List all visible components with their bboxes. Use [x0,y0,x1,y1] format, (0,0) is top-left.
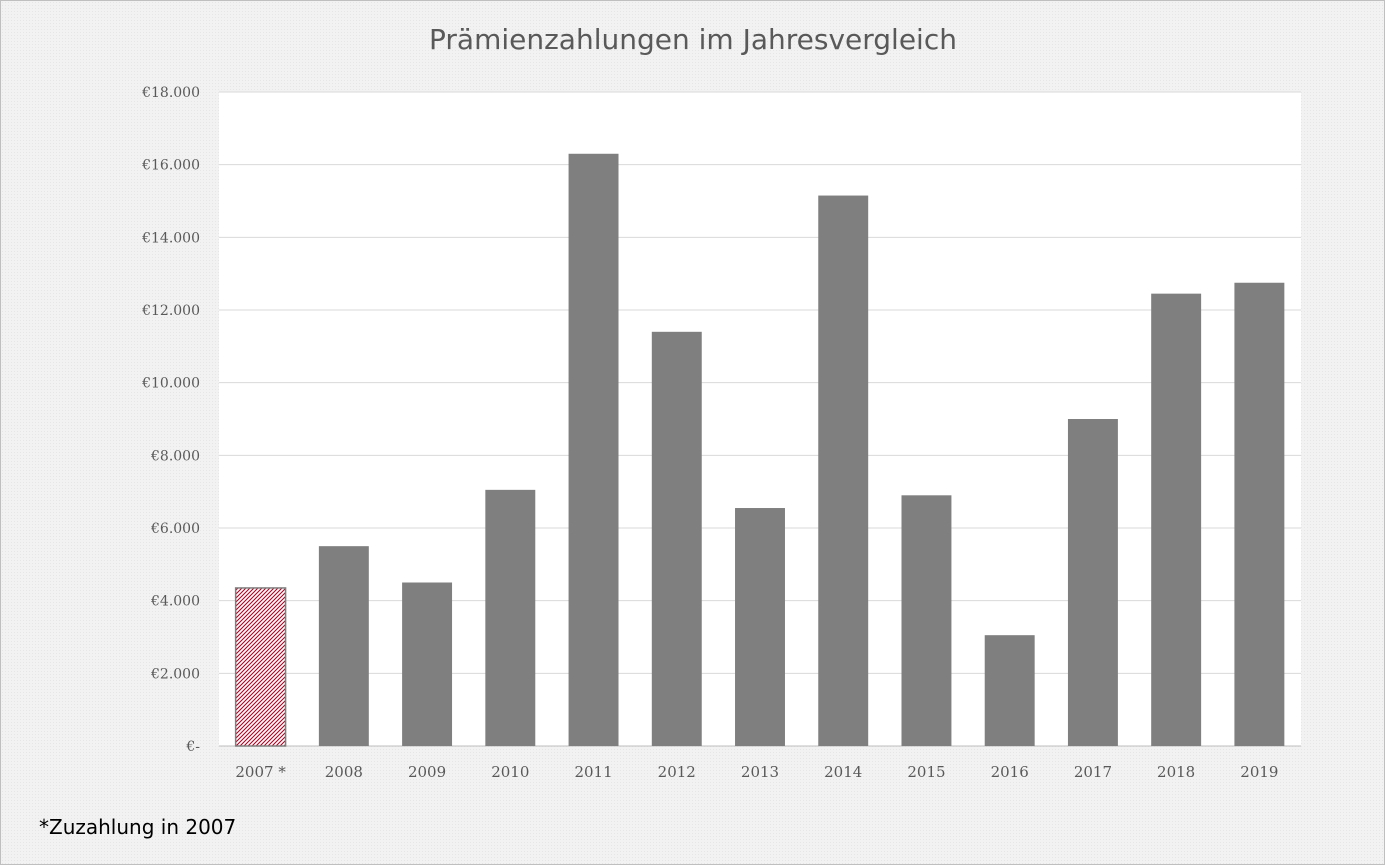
x-tick-label: 2011 [574,763,612,781]
x-tick-label: 2013 [741,763,779,781]
bar-2012 [651,331,702,746]
x-tick-label: 2007 * [235,763,286,781]
y-tick-label: €- [185,739,200,755]
bar-2008 [318,546,369,746]
x-tick-label: 2015 [907,763,945,781]
footnote: *Zuzahlung in 2007 [39,815,237,839]
x-tick-label: 2018 [1157,763,1195,781]
y-tick-label: €4.000 [150,594,200,610]
y-tick-label: €16.000 [141,158,200,174]
x-tick-label: 2017 [1074,763,1112,781]
y-tick-label: €2.000 [150,666,200,682]
bar-2015 [901,495,952,746]
bar-2010 [485,489,536,746]
bars [234,153,1285,747]
bar-2019 [1234,282,1285,746]
bar-2017 [1067,419,1118,746]
bar-2018 [1151,293,1202,746]
y-tick-label: €12.000 [141,303,200,319]
axis-labels: €- €2.000 €4.000 €6.000 €8.000 €10.000 €12.000… [141,85,1278,781]
bar-2009 [402,582,453,746]
y-tick-label: €18.000 [141,85,200,101]
chart-title: Prämienzahlungen im Jahresvergleich [429,23,957,56]
y-tick-label: €14.000 [141,230,200,246]
bar-2007 [234,587,287,747]
bar-2016 [984,635,1035,746]
x-tick-label: 2009 [408,763,446,781]
y-tick-label: €10.000 [141,376,200,392]
x-tick-label: 2012 [658,763,696,781]
x-tick-label: 2008 [325,763,363,781]
bar-2013 [735,508,785,746]
bar-2011 [568,153,619,746]
y-tick-label: €8.000 [150,448,200,464]
x-tick-label: 2019 [1240,763,1278,781]
y-tick-label: €6.000 [150,521,200,537]
x-tick-label: 2016 [991,763,1029,781]
bar-2014 [818,195,869,747]
x-tick-label: 2014 [824,763,862,781]
x-tick-label: 2010 [491,763,529,781]
